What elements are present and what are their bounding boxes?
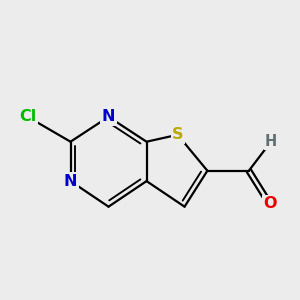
Text: Cl: Cl — [19, 109, 36, 124]
Text: N: N — [102, 109, 115, 124]
Text: H: H — [265, 134, 277, 149]
Text: N: N — [64, 174, 77, 189]
Text: S: S — [172, 127, 183, 142]
Text: O: O — [263, 196, 276, 211]
